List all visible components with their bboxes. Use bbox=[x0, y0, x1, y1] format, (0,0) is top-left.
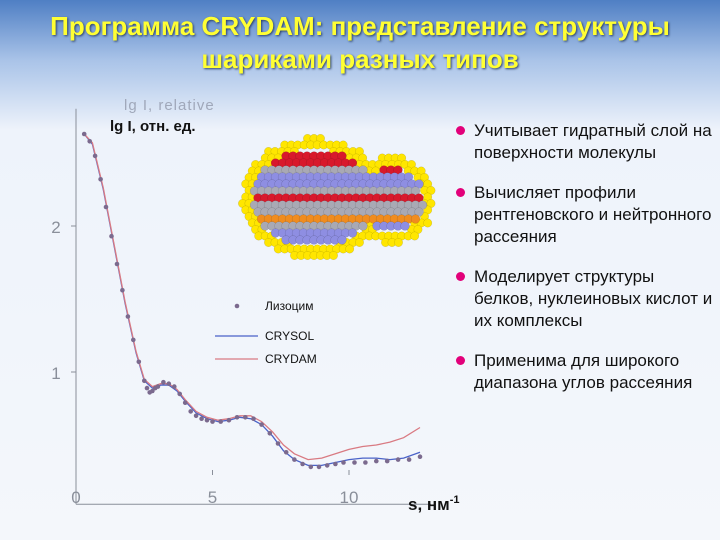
chart-axes bbox=[75, 108, 431, 505]
data-point bbox=[98, 177, 103, 182]
data-point bbox=[267, 431, 273, 436]
bullet-dot-icon bbox=[456, 272, 465, 281]
data-point bbox=[352, 460, 357, 465]
data-point bbox=[395, 457, 401, 462]
data-point bbox=[283, 450, 289, 455]
y-axis-label: lg I, отн. ед. bbox=[110, 118, 196, 135]
data-point bbox=[87, 139, 92, 144]
legend-label: CRYSOL bbox=[265, 329, 314, 343]
data-point bbox=[109, 233, 114, 239]
data-point bbox=[150, 388, 155, 394]
data-point bbox=[166, 381, 172, 387]
data-point bbox=[226, 417, 232, 423]
data-point bbox=[136, 359, 142, 365]
chart-series bbox=[81, 131, 423, 470]
feature-list: Учитывает гидратный слой на поверхности … bbox=[452, 120, 714, 412]
data-point bbox=[234, 415, 240, 420]
tick-labels: 0 5 10 1 2 bbox=[51, 218, 358, 507]
data-point bbox=[259, 422, 264, 427]
data-point bbox=[363, 460, 368, 465]
bullet-dot-icon bbox=[456, 356, 465, 365]
feature-item: Моделирует структуры белков, нуклеиновых… bbox=[452, 266, 714, 332]
data-point bbox=[193, 413, 199, 419]
molecule-model-image bbox=[238, 134, 436, 260]
data-point bbox=[275, 441, 281, 446]
feature-text: Моделирует структуры белков, нуклеиновых… bbox=[474, 267, 713, 330]
data-point bbox=[300, 461, 305, 467]
data-point bbox=[155, 384, 161, 389]
data-point bbox=[406, 457, 412, 462]
data-point bbox=[218, 419, 223, 424]
atom-sphere bbox=[347, 228, 358, 238]
data-point bbox=[308, 464, 314, 470]
hydration-shell-sphere bbox=[410, 231, 420, 241]
data-point bbox=[114, 261, 120, 267]
data-point bbox=[384, 458, 390, 464]
data-point bbox=[125, 314, 131, 319]
data-point bbox=[177, 391, 182, 397]
slide-title: Программа CRYDAM: представление структур… bbox=[0, 10, 720, 76]
y-tick-label: 2 bbox=[51, 218, 60, 237]
feature-item: Учитывает гидратный слой на поверхности … bbox=[452, 120, 714, 164]
slide-title-line1: Программа CRYDAM: представление структур… bbox=[50, 11, 670, 41]
data-point bbox=[142, 378, 147, 384]
feature-item: Применима для широкого диапазона углов р… bbox=[452, 350, 714, 394]
y-tick-label: 1 bbox=[51, 364, 60, 383]
x-tick-label: 10 bbox=[340, 488, 359, 507]
x-axis-label: s, нм-1 bbox=[408, 494, 460, 514]
feature-text: Вычисляет профили рентгеновского и нейтр… bbox=[474, 183, 712, 246]
data-point bbox=[120, 287, 125, 293]
slide-title-line2: шариками разных типов bbox=[201, 44, 519, 74]
data-point bbox=[144, 385, 150, 391]
hydration-shell-sphere bbox=[329, 251, 338, 260]
atom-sphere bbox=[400, 221, 410, 231]
chart-legend: Лизоцим CRYSOL CRYDAM bbox=[215, 299, 317, 366]
legend-label: CRYDAM bbox=[265, 352, 317, 366]
atom-sphere bbox=[410, 214, 421, 224]
feature-item: Вычисляет профили рентгеновского и нейтр… bbox=[452, 182, 714, 248]
bullet-dot-icon bbox=[456, 188, 465, 197]
data-point bbox=[341, 460, 346, 465]
hydration-shell-sphere bbox=[345, 244, 355, 254]
x-tick-label: 5 bbox=[208, 488, 217, 507]
data-point bbox=[243, 415, 248, 420]
data-point bbox=[374, 458, 379, 464]
x-tick-label: 0 bbox=[71, 488, 80, 507]
hydration-shell-sphere bbox=[394, 238, 403, 247]
atom-sphere bbox=[337, 235, 347, 245]
data-point bbox=[324, 463, 330, 468]
data-point bbox=[199, 416, 204, 422]
x-axis-label-main: s, нм bbox=[408, 495, 450, 514]
data-point bbox=[188, 409, 193, 414]
data-point bbox=[103, 204, 109, 210]
data-point bbox=[161, 379, 166, 385]
y-axis-label-faded: lg I, relative bbox=[124, 97, 215, 114]
data-point bbox=[251, 416, 256, 422]
data-point bbox=[131, 337, 136, 343]
atom-sphere bbox=[358, 221, 368, 231]
hydration-shell-sphere bbox=[355, 238, 364, 247]
x-axis-label-superscript: -1 bbox=[450, 494, 460, 506]
data-point bbox=[92, 153, 98, 159]
data-point bbox=[292, 457, 297, 462]
hydration-shell-sphere bbox=[423, 218, 433, 228]
data-point bbox=[81, 131, 87, 137]
molecule-spheres bbox=[238, 134, 436, 260]
data-point bbox=[172, 384, 177, 389]
legend-marker bbox=[234, 303, 240, 309]
legend-label: Лизоцим bbox=[265, 299, 313, 313]
data-point bbox=[204, 417, 210, 423]
data-point bbox=[210, 419, 215, 424]
data-point bbox=[316, 464, 322, 470]
bullet-dot-icon bbox=[456, 126, 465, 135]
feature-text: Учитывает гидратный слой на поверхности … bbox=[474, 121, 712, 162]
data-point bbox=[333, 461, 338, 467]
feature-text: Применима для широкого диапазона углов р… bbox=[474, 351, 693, 392]
data-point bbox=[182, 400, 188, 406]
data-point bbox=[417, 454, 423, 460]
